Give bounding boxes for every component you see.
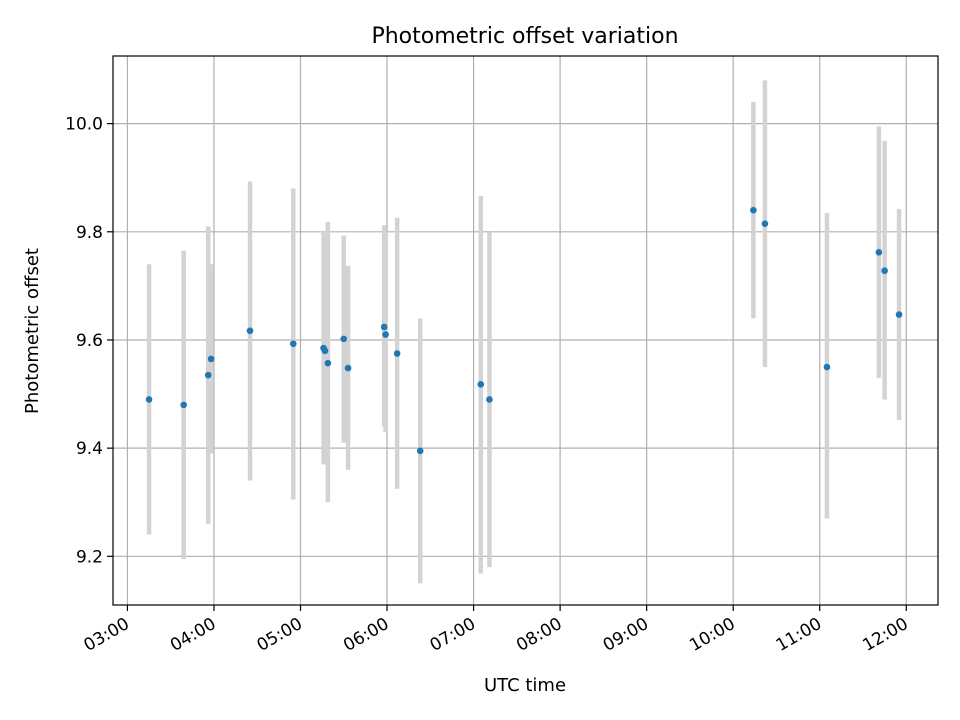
- data-point: [761, 220, 769, 227]
- y-tick-label: 9.6: [76, 331, 103, 351]
- data-point: [477, 381, 485, 388]
- data-point: [340, 335, 348, 343]
- data-point: [344, 364, 352, 372]
- plot-area-frame: [112, 55, 939, 606]
- data-point: [393, 350, 401, 357]
- data-points: [145, 206, 903, 455]
- y-tick-label: 9.8: [76, 223, 103, 243]
- data-point: [895, 311, 903, 318]
- data-point: [416, 447, 424, 455]
- data-point: [750, 206, 757, 214]
- y-tick-label: 9.2: [76, 547, 103, 567]
- y-tick-label: 10.0: [65, 115, 103, 135]
- data-point: [289, 340, 297, 348]
- chart-title: Photometric offset variation: [371, 24, 678, 49]
- data-point: [145, 396, 153, 403]
- data-point: [380, 323, 388, 331]
- x-axis-label: UTC time: [484, 675, 566, 696]
- y-tick-label: 9.4: [76, 439, 103, 459]
- data-point: [823, 363, 831, 371]
- data-point: [204, 371, 212, 379]
- data-point: [180, 401, 187, 409]
- data-point: [246, 327, 254, 335]
- y-axis-label: Photometric offset: [22, 248, 43, 414]
- data-point: [382, 331, 389, 338]
- data-point: [881, 267, 888, 275]
- data-point: [324, 359, 332, 367]
- grid: [113, 56, 938, 605]
- data-point: [875, 249, 883, 256]
- data-point: [486, 396, 493, 403]
- data-point: [207, 355, 215, 363]
- data-point: [321, 347, 329, 355]
